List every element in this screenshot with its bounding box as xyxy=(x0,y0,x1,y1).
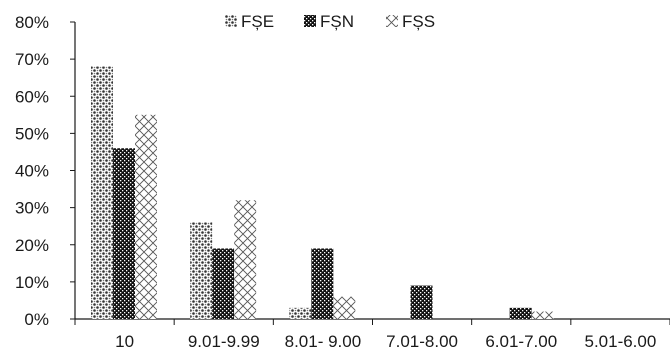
y-tick-label: 80% xyxy=(15,13,49,32)
y-tick-label: 20% xyxy=(15,236,49,255)
bar-dense-0 xyxy=(113,148,135,319)
y-tick-label: 70% xyxy=(15,50,49,69)
legend-swatch xyxy=(304,15,316,27)
bar-cross-2 xyxy=(333,296,356,319)
y-tick-label: 60% xyxy=(15,87,49,106)
x-tick-label: 9.01-9.99 xyxy=(188,332,260,351)
x-tick-label: 6.01-7.00 xyxy=(485,332,557,351)
legend-swatch xyxy=(386,15,398,27)
bar-dots-2 xyxy=(289,307,312,319)
bar-dense-2 xyxy=(311,248,334,319)
legend-swatch xyxy=(225,15,237,27)
y-tick-label: 0% xyxy=(24,310,49,329)
bar-dense-1 xyxy=(212,248,235,319)
y-tick-label: 50% xyxy=(15,124,49,143)
y-tick-label: 30% xyxy=(15,199,49,218)
bar-dense-4 xyxy=(509,307,532,319)
y-axis: 0% 10% 20% 30% 40% 50% 60% 70% 80% xyxy=(15,13,76,329)
bar-dots-0 xyxy=(91,66,113,319)
bar-dots-1 xyxy=(190,222,213,319)
legend-label: FȘS xyxy=(402,12,435,31)
bar-cross-4 xyxy=(531,311,554,319)
legend-label: FȘN xyxy=(320,12,354,31)
y-tick-label: 40% xyxy=(15,162,49,181)
bar-cross-0 xyxy=(135,114,157,319)
y-tick-label: 10% xyxy=(15,273,49,292)
x-tick-label: 10 xyxy=(115,332,134,351)
bars xyxy=(91,66,554,319)
legend: FȘE FȘN FȘS xyxy=(225,12,435,31)
x-tick-label: 5.01-6.00 xyxy=(584,332,656,351)
legend-label: FȘE xyxy=(241,12,274,31)
x-tick-label: 7.01-8.00 xyxy=(386,332,458,351)
bar-cross-1 xyxy=(234,200,257,319)
x-axis: 10 9.01-9.99 8.01- 9.00 7.01-8.00 6.01-7.00 5… xyxy=(74,318,670,351)
x-tick-label: 8.01- 9.00 xyxy=(285,332,362,351)
bar-dense-3 xyxy=(410,285,433,319)
